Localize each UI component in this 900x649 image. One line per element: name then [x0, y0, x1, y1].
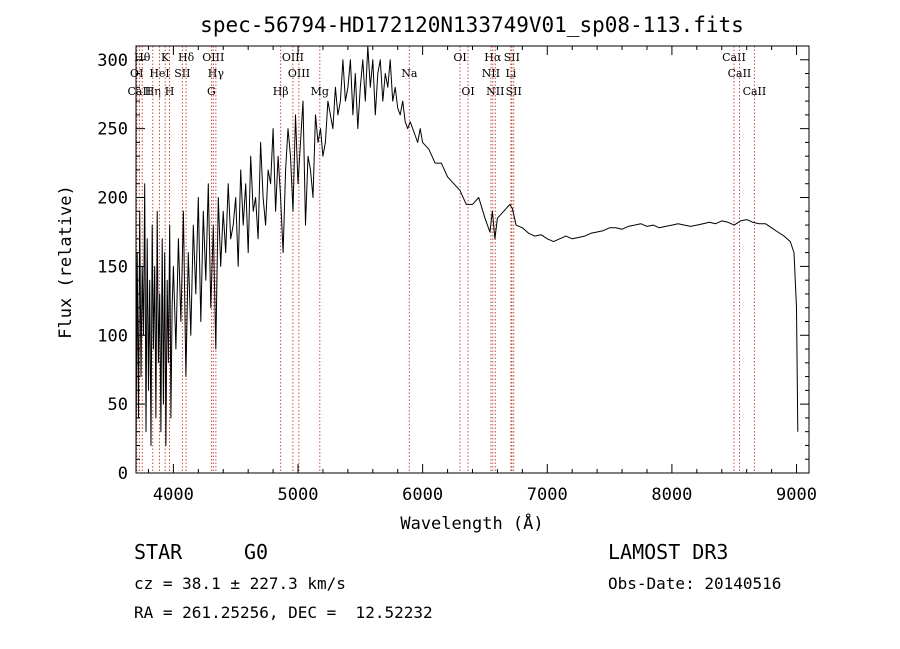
- line-label: SII: [506, 85, 522, 98]
- line-label: Li: [505, 67, 516, 80]
- flux-line: [135, 45, 799, 460]
- y-tick-label: 150: [97, 257, 128, 277]
- line-label: Mg: [311, 85, 329, 98]
- x-tick-label: 4000: [153, 485, 194, 505]
- line-label: CaII: [128, 85, 152, 98]
- line-label: Hη: [145, 85, 161, 98]
- x-tick-label: 7000: [527, 485, 568, 505]
- x-tick-label: 8000: [651, 485, 692, 505]
- line-label: G: [207, 85, 216, 98]
- line-label: OI: [453, 51, 466, 64]
- line-label: K: [161, 51, 170, 64]
- y-tick-label: 50: [108, 395, 128, 415]
- y-tick-label: 250: [97, 120, 128, 140]
- line-label: OIII: [202, 51, 224, 64]
- line-label: OIII: [282, 51, 304, 64]
- line-label: H: [165, 85, 175, 98]
- redshift-cz: cz = 38.1 ± 227.3 km/s: [134, 574, 346, 593]
- line-label: SII: [174, 67, 190, 80]
- x-tick-label: 9000: [776, 485, 817, 505]
- line-label: NII: [482, 67, 500, 80]
- spectral-subclass: G0: [244, 540, 269, 564]
- x-tick-label: 5000: [278, 485, 319, 505]
- object-class: STAR: [134, 540, 183, 564]
- line-label: CaII: [722, 51, 746, 64]
- line-label: Hδ: [178, 51, 195, 64]
- line-label: Hθ: [134, 51, 151, 64]
- line-label: Hα: [484, 51, 502, 64]
- y-tick-label: 0: [118, 464, 128, 484]
- line-label: CaII: [743, 85, 767, 98]
- flux-series: [135, 45, 799, 460]
- x-tick-label: 6000: [402, 485, 443, 505]
- line-label: Hγ: [208, 67, 225, 80]
- coordinates: RA = 261.25256, DEC = 12.52232: [134, 603, 433, 622]
- line-label: CaII: [728, 67, 752, 80]
- line-label: OI: [461, 85, 474, 98]
- line-label: SII: [504, 51, 520, 64]
- line-label: OIII: [288, 67, 310, 80]
- plot-frame: [135, 45, 810, 474]
- line-label: NII: [486, 85, 504, 98]
- y-tick-label: 100: [97, 326, 128, 346]
- line-label: HeI: [149, 67, 169, 80]
- axis-ticks: 4000 5000 6000 7000 8000 9000 0 50 100 150 200 250 3…: [97, 46, 817, 505]
- line-label: Na: [401, 67, 418, 80]
- x-axis-label: Wavelength (Å): [400, 512, 543, 534]
- y-axis-label: Flux (relative): [56, 185, 76, 339]
- y-tick-label: 200: [97, 189, 128, 209]
- observation-date: Obs-Date: 20140516: [608, 574, 782, 593]
- chart-title: spec-56794-HD172120N133749V01_sp08-113.f…: [200, 13, 744, 37]
- y-tick-label: 300: [97, 51, 128, 71]
- line-label: Hβ: [273, 85, 289, 98]
- survey-name: LAMOST DR3: [608, 540, 729, 564]
